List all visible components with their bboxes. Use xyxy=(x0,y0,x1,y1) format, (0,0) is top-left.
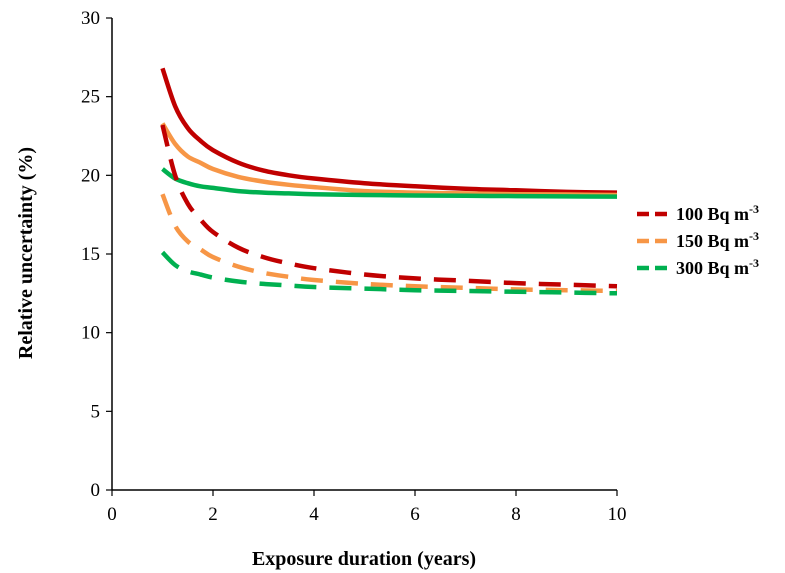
legend-label-superscript: -3 xyxy=(749,256,759,270)
tick-labels: 0 5 10 15 20 25 30 0 2 4 6 8 10 xyxy=(81,8,627,525)
x-tick-label: 4 xyxy=(309,504,319,525)
series-line-dashed-100 xyxy=(160,124,618,289)
x-axis-title: Exposure duration (years) xyxy=(252,548,476,570)
series-line-solid-100 xyxy=(160,67,618,195)
y-tick-label: 20 xyxy=(81,165,100,186)
plot-lines xyxy=(160,67,618,296)
y-tick-label: 15 xyxy=(81,244,100,265)
axes xyxy=(106,17,618,496)
legend-label-superscript: -3 xyxy=(749,229,759,243)
legend-label: 300 Bq m-3 xyxy=(676,256,759,278)
x-tick-label: 2 xyxy=(208,504,218,525)
x-tick-label: 8 xyxy=(511,504,521,525)
y-tick-label: 10 xyxy=(81,323,100,344)
legend-label-text: 300 Bq m xyxy=(676,258,749,278)
legend-label-text: 100 Bq m xyxy=(676,204,749,224)
y-tick-label: 0 xyxy=(91,480,101,501)
legend-label: 100 Bq m-3 xyxy=(676,202,759,224)
x-tick-label: 10 xyxy=(608,504,627,525)
series-line-solid-300 xyxy=(161,167,618,199)
legend-label: 150 Bq m-3 xyxy=(676,229,759,251)
series-line-dashed-300 xyxy=(160,250,618,296)
x-tick-label: 6 xyxy=(410,504,420,525)
legend-label-text: 150 Bq m xyxy=(676,231,749,251)
x-tick-label: 0 xyxy=(107,504,117,525)
y-axis-title: Relative uncertainty (%) xyxy=(15,147,37,359)
legend-label-superscript: -3 xyxy=(749,202,759,216)
y-tick-label: 5 xyxy=(91,401,101,422)
y-tick-label: 30 xyxy=(81,8,100,29)
y-tick-label: 25 xyxy=(81,87,100,108)
